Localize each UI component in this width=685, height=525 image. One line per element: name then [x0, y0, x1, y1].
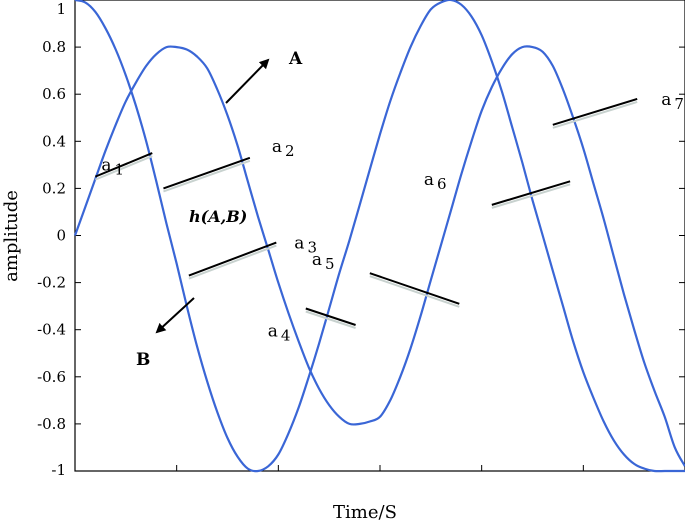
segment-a6	[491, 180, 571, 206]
y-tick-label: 0.2	[42, 179, 66, 197]
x-axis-ticks	[176, 465, 584, 471]
y-axis-ticks: 1 0.8 0.6 0.4 0.2 0 -0.2 -0.4 -0.6 -0.8 -1	[37, 0, 685, 479]
y-tick-label: -0.6	[37, 368, 66, 386]
segment-a7	[552, 97, 638, 126]
label-a: A	[288, 49, 303, 69]
segment-a4	[305, 307, 356, 326]
arrow-b-line	[155, 297, 195, 334]
y-tick-label: -0.2	[37, 274, 66, 292]
series-a-line	[73, 45, 685, 467]
arrow-a-line	[225, 58, 270, 104]
y-tick-label: 0.6	[42, 85, 66, 103]
y-tick-label: -0.4	[37, 321, 66, 339]
segment-shadow	[94, 155, 153, 181]
segment-a3	[188, 241, 277, 277]
y-tick-label: -0.8	[37, 415, 66, 433]
y-tick-label: -1	[51, 461, 66, 479]
segment-shadow	[369, 275, 460, 308]
label-b: B	[136, 350, 150, 370]
segment-a2	[163, 156, 251, 190]
segment-shadow	[305, 310, 356, 329]
x-axis-title: Time/S	[333, 502, 397, 523]
segment-a1	[94, 152, 153, 178]
segment-shadow	[552, 100, 638, 129]
y-axis-title: amplitude	[1, 190, 22, 282]
series-b-line	[74, 0, 685, 473]
segment-shadow	[188, 244, 277, 280]
y-tick-label: 1	[56, 0, 66, 18]
y-tick-label: 0	[56, 227, 66, 245]
segment-a5	[369, 272, 460, 305]
y-tick-label: 0.4	[42, 132, 66, 150]
segment-shadow	[163, 159, 251, 193]
y-tick-label: 0.8	[42, 38, 66, 56]
segment-shadow	[491, 183, 571, 209]
segment-layer: a 1 a 2 a 3 a 4 a 5 a 6 a 7	[94, 90, 684, 345]
series-layer	[73, 0, 685, 473]
distance-label: h(A,B)	[189, 207, 247, 226]
